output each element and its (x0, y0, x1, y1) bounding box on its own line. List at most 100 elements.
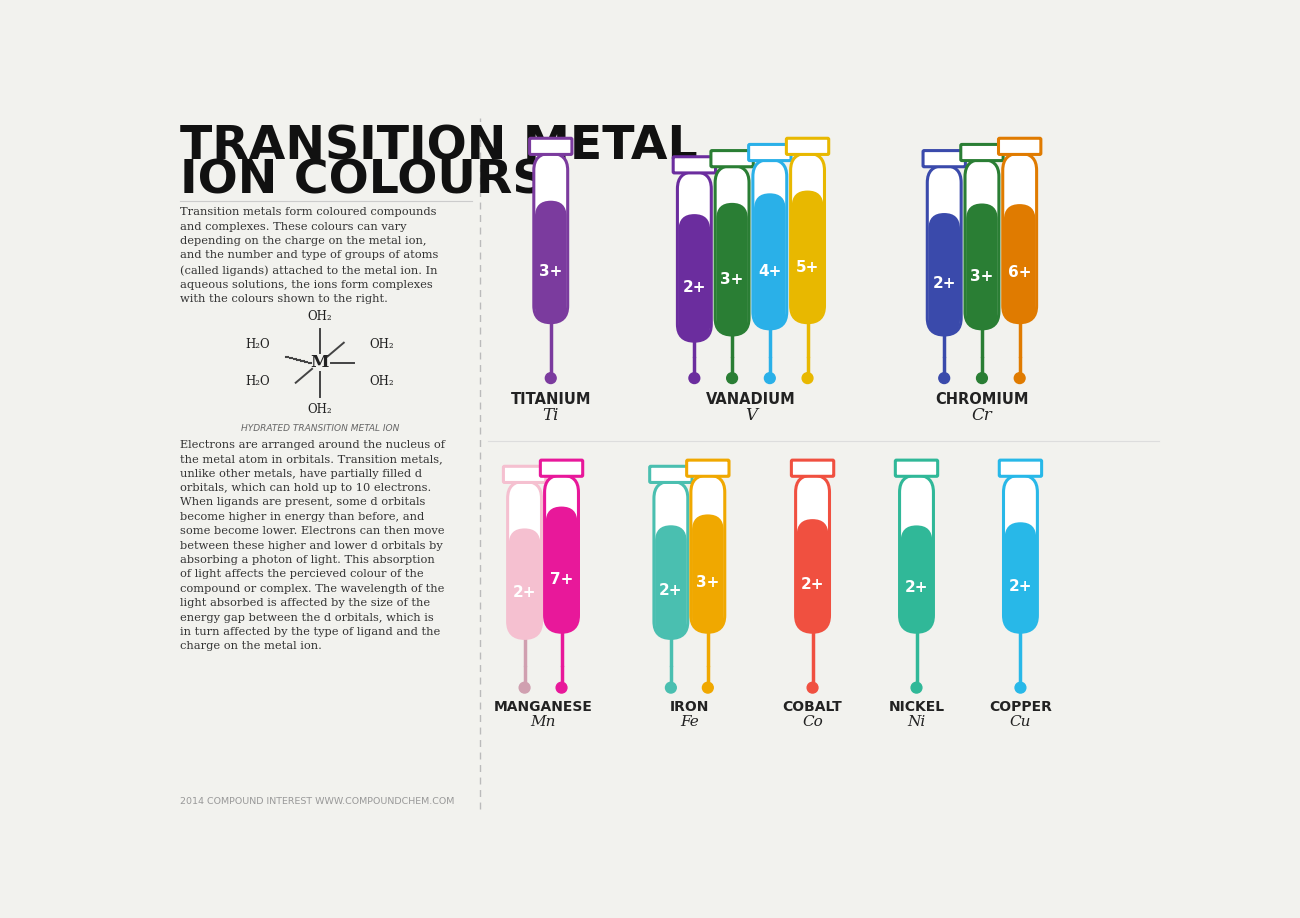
FancyBboxPatch shape (545, 476, 578, 633)
Text: OH₂: OH₂ (307, 403, 332, 416)
Circle shape (689, 373, 699, 384)
Text: CHROMIUM: CHROMIUM (935, 392, 1028, 407)
FancyBboxPatch shape (541, 460, 582, 476)
Text: 3+: 3+ (720, 272, 744, 287)
Text: TITANIUM: TITANIUM (511, 392, 592, 407)
FancyBboxPatch shape (796, 476, 829, 633)
FancyBboxPatch shape (711, 151, 753, 167)
Text: 7+: 7+ (550, 572, 573, 587)
Text: 5+: 5+ (796, 260, 819, 274)
Circle shape (1014, 373, 1026, 384)
FancyBboxPatch shape (692, 514, 724, 633)
FancyBboxPatch shape (961, 144, 1004, 161)
Text: 2014 COMPOUND INTEREST WWW.COMPOUNDCHEM.COM: 2014 COMPOUND INTEREST WWW.COMPOUNDCHEM.… (179, 797, 454, 806)
Text: 2+: 2+ (659, 583, 682, 599)
Text: Cr: Cr (971, 408, 992, 424)
Text: OH₂: OH₂ (369, 338, 394, 351)
FancyBboxPatch shape (792, 460, 833, 476)
Text: Electrons are arranged around the nucleus of
the metal atom in orbitals. Transit: Electrons are arranged around the nucleu… (179, 440, 445, 651)
FancyBboxPatch shape (786, 139, 828, 154)
Circle shape (807, 682, 818, 693)
FancyBboxPatch shape (790, 153, 824, 323)
FancyBboxPatch shape (677, 172, 711, 341)
FancyBboxPatch shape (650, 466, 692, 483)
FancyBboxPatch shape (679, 214, 710, 341)
Circle shape (546, 373, 556, 384)
FancyBboxPatch shape (673, 157, 715, 173)
Text: 3+: 3+ (540, 264, 563, 279)
FancyBboxPatch shape (716, 203, 748, 335)
FancyBboxPatch shape (503, 466, 546, 483)
FancyBboxPatch shape (896, 460, 937, 476)
Text: MANGANESE: MANGANESE (494, 700, 593, 714)
Circle shape (802, 373, 812, 384)
Text: 2+: 2+ (932, 276, 955, 291)
FancyBboxPatch shape (753, 160, 786, 329)
Text: 3+: 3+ (970, 269, 993, 284)
FancyBboxPatch shape (654, 481, 688, 638)
FancyBboxPatch shape (690, 476, 725, 633)
FancyBboxPatch shape (998, 139, 1041, 154)
Text: Mn: Mn (530, 714, 556, 729)
Text: 2+: 2+ (905, 580, 928, 595)
FancyBboxPatch shape (1005, 522, 1036, 633)
Text: Ti: Ti (542, 408, 559, 424)
Text: 2+: 2+ (1009, 578, 1032, 594)
Text: Co: Co (802, 714, 823, 729)
FancyBboxPatch shape (546, 507, 577, 633)
Circle shape (911, 682, 922, 693)
Circle shape (702, 682, 714, 693)
FancyBboxPatch shape (966, 204, 997, 329)
Text: HYDRATED TRANSITION METAL ION: HYDRATED TRANSITION METAL ION (240, 424, 399, 433)
Circle shape (1015, 682, 1026, 693)
Text: COBALT: COBALT (783, 700, 842, 714)
Text: OH₂: OH₂ (369, 375, 394, 387)
Text: M: M (311, 354, 329, 371)
FancyBboxPatch shape (529, 139, 572, 154)
FancyBboxPatch shape (534, 153, 568, 323)
Text: Cu: Cu (1010, 714, 1031, 729)
Text: OH₂: OH₂ (307, 309, 332, 323)
Text: Ni: Ni (907, 714, 926, 729)
Circle shape (727, 373, 737, 384)
Circle shape (976, 373, 987, 384)
Text: 6+: 6+ (1008, 265, 1031, 280)
FancyBboxPatch shape (928, 213, 959, 335)
FancyBboxPatch shape (797, 519, 828, 633)
Text: 2+: 2+ (682, 280, 706, 296)
Circle shape (519, 682, 530, 693)
Text: COPPER: COPPER (989, 700, 1052, 714)
FancyBboxPatch shape (965, 160, 998, 329)
Text: V: V (745, 408, 757, 424)
Text: Transition metals form coloured compounds
and complexes. These colours can vary
: Transition metals form coloured compound… (179, 207, 438, 305)
Text: 2+: 2+ (801, 577, 824, 592)
Circle shape (556, 682, 567, 693)
FancyBboxPatch shape (923, 151, 966, 167)
FancyBboxPatch shape (1004, 204, 1036, 323)
Text: 4+: 4+ (758, 264, 781, 279)
FancyBboxPatch shape (715, 165, 749, 335)
Text: H₂O: H₂O (246, 375, 269, 387)
FancyBboxPatch shape (655, 525, 686, 638)
FancyBboxPatch shape (507, 481, 542, 638)
FancyBboxPatch shape (900, 476, 933, 633)
Text: 3+: 3+ (696, 576, 719, 590)
FancyBboxPatch shape (749, 144, 790, 161)
FancyBboxPatch shape (754, 194, 785, 329)
Text: H₂O: H₂O (246, 338, 269, 351)
FancyBboxPatch shape (901, 525, 932, 633)
Circle shape (764, 373, 775, 384)
Circle shape (939, 373, 949, 384)
Text: TRANSITION METAL: TRANSITION METAL (179, 124, 697, 169)
FancyBboxPatch shape (927, 165, 961, 335)
FancyBboxPatch shape (536, 201, 567, 323)
Text: VANADIUM: VANADIUM (706, 392, 796, 407)
Text: 2+: 2+ (512, 585, 537, 599)
Text: Fe: Fe (680, 714, 698, 729)
FancyBboxPatch shape (686, 460, 729, 476)
FancyBboxPatch shape (1000, 460, 1041, 476)
FancyBboxPatch shape (792, 191, 823, 323)
Text: NICKEL: NICKEL (888, 700, 945, 714)
FancyBboxPatch shape (508, 529, 541, 638)
FancyBboxPatch shape (1002, 153, 1036, 323)
